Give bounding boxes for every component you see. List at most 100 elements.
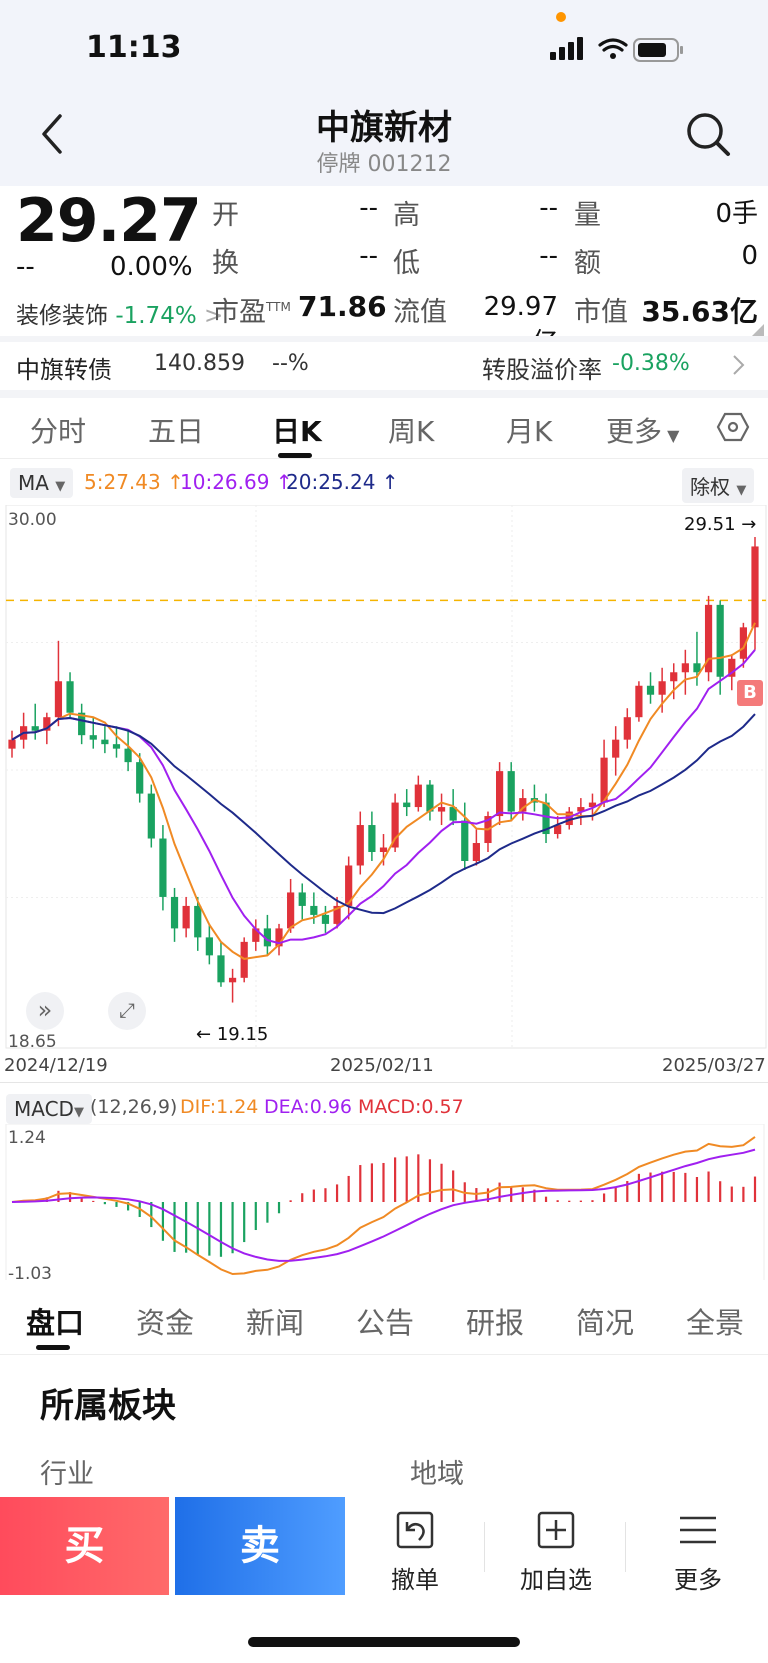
price-change-pct: 0.00% — [110, 252, 193, 282]
chart-frame — [5, 505, 767, 1049]
candle-body — [66, 681, 74, 713]
adjust-selector[interactable]: 除权 ▼ — [682, 468, 755, 503]
settings-hex-icon[interactable] — [716, 410, 750, 444]
candle-body — [461, 820, 469, 861]
candle-body — [345, 865, 353, 906]
tab-daily-k[interactable]: 日K — [272, 415, 322, 448]
recording-indicator — [556, 12, 566, 22]
candle-body — [646, 685, 655, 695]
battery-icon — [633, 38, 683, 62]
candle-body — [414, 784, 422, 808]
tab-research[interactable]: 研报 — [466, 1306, 525, 1340]
status-time: 11:13 — [86, 30, 182, 65]
ma5-line — [11, 622, 756, 960]
candle-body — [159, 838, 167, 897]
ma-selector[interactable]: MA ▼ — [10, 468, 74, 498]
macd-params: (12,26,9) — [90, 1096, 178, 1118]
candle-body — [426, 784, 434, 812]
macd-value: MACD:0.57 — [358, 1096, 464, 1118]
ma10-line — [11, 649, 756, 945]
candle-body — [101, 739, 109, 745]
macd-frame — [5, 1124, 765, 1283]
x-label-mid: 2025/02/11 — [330, 1055, 434, 1076]
more-label: 更多 — [674, 1566, 722, 1594]
ma10-value: 10:26.69 ↑ — [180, 470, 293, 494]
macd-top-label: 1.24 — [8, 1128, 46, 1148]
candle-body — [681, 663, 689, 673]
candle-body — [507, 771, 515, 812]
section-title: 所属板块 — [40, 1386, 176, 1426]
tab-announcements[interactable]: 公告 — [356, 1306, 415, 1340]
signal-icon — [550, 37, 583, 60]
candle-body — [217, 955, 225, 983]
tab-weekly-k[interactable]: 周K — [388, 415, 435, 448]
fullscreen-icon[interactable]: ⤢ — [108, 992, 146, 1030]
premium-label: 转股溢价率 — [482, 356, 602, 384]
tab-monthly-k[interactable]: 月K — [506, 415, 553, 448]
add-watchlist-button[interactable]: 加自选 — [496, 1510, 616, 1595]
candle-body — [147, 793, 155, 839]
candle-body — [356, 825, 364, 866]
industry-label: 行业 — [40, 1459, 94, 1490]
search-icon[interactable] — [684, 110, 734, 160]
tab-profile[interactable]: 简况 — [576, 1306, 635, 1340]
candle-body — [321, 914, 330, 924]
dif-line — [11, 1136, 756, 1276]
status-icons — [550, 37, 683, 62]
buy-signal-marker[interactable]: B — [737, 680, 763, 706]
tab-more[interactable]: 更多 ▼ — [606, 415, 680, 448]
fast-forward-icon[interactable]: » — [26, 992, 64, 1030]
y-min-label: 18.65 — [8, 1032, 57, 1052]
candle-body — [333, 905, 341, 924]
candle-body — [449, 807, 457, 821]
macd-chart[interactable] — [0, 1124, 768, 1284]
candle-body — [252, 928, 260, 942]
y-max-label: 30.00 — [8, 510, 57, 530]
macd-dif: DIF:1.24 — [180, 1096, 259, 1118]
bond-pct: --% — [272, 351, 309, 376]
candle-body — [89, 735, 97, 740]
menu-icon — [680, 1516, 716, 1544]
convertible-bond-row[interactable] — [0, 342, 768, 398]
amount-label: 额 — [574, 248, 601, 279]
candle-body — [205, 937, 213, 956]
cancel-order-button[interactable]: 撤单 — [355, 1510, 475, 1595]
divider — [0, 390, 768, 398]
macd-dea: DEA:0.96 — [264, 1096, 353, 1118]
candle-body — [588, 802, 597, 808]
kline-chart[interactable] — [0, 505, 768, 1050]
region-label: 地域 — [410, 1459, 464, 1490]
candle-body — [287, 892, 295, 929]
candle-body — [739, 627, 747, 659]
candle-body — [228, 977, 237, 983]
tab-five-day[interactable]: 五日 — [148, 415, 205, 448]
macd-selector[interactable]: MACD▼ — [6, 1094, 92, 1124]
active-tab-indicator — [36, 1345, 70, 1350]
add-watchlist-label: 加自选 — [520, 1566, 592, 1594]
divider — [484, 1522, 485, 1572]
tab-overview[interactable]: 全景 — [686, 1306, 745, 1340]
candle-body — [728, 658, 736, 677]
float-cap-label: 流值 — [393, 297, 447, 328]
candle-body — [751, 546, 759, 628]
expand-corner-icon[interactable] — [752, 324, 764, 336]
high-price-marker: 29.51 → — [684, 514, 757, 535]
turnover-value: -- — [359, 241, 378, 271]
sector-link[interactable]: 装修装饰 -1.74% > — [16, 296, 223, 330]
buy-button[interactable]: 买 — [0, 1497, 169, 1595]
candle-body — [519, 798, 527, 812]
bond-price: 140.859 — [154, 351, 245, 376]
candle-body — [577, 807, 585, 812]
more-button[interactable]: 更多 — [638, 1510, 758, 1595]
candle-body — [693, 663, 701, 673]
bond-name: 中旗转债 — [16, 356, 112, 384]
candle-body — [704, 604, 713, 673]
tab-funds[interactable]: 资金 — [136, 1306, 195, 1340]
market-cap-label: 市值 — [574, 297, 628, 328]
sell-button[interactable]: 卖 — [175, 1497, 345, 1595]
tab-intraday[interactable]: 分时 — [30, 415, 87, 448]
tab-order-book[interactable]: 盘口 — [26, 1306, 85, 1340]
candle-body — [31, 726, 39, 731]
back-icon[interactable] — [36, 112, 66, 156]
tab-news[interactable]: 新闻 — [246, 1306, 305, 1340]
